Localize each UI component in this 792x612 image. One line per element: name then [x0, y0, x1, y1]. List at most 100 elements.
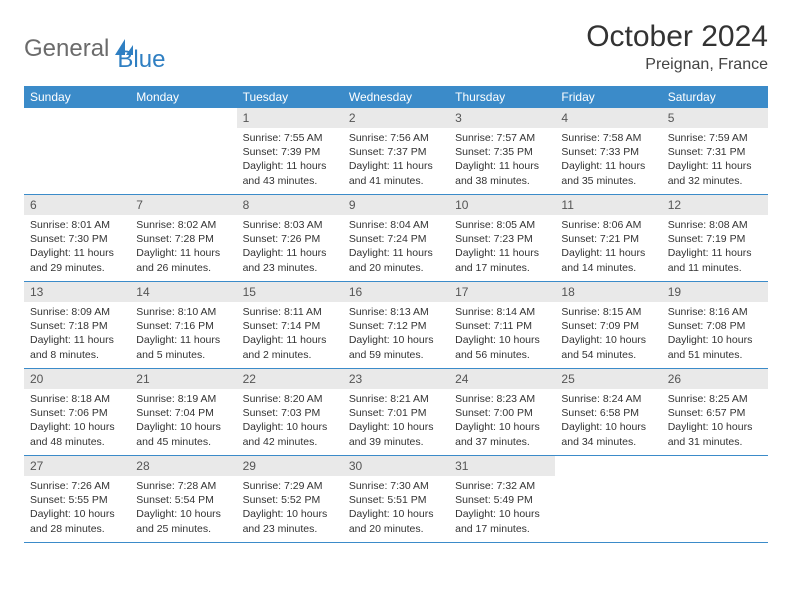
day-line: Daylight: 10 hours and 17 minutes.	[455, 507, 549, 535]
day-body: Sunrise: 8:15 AMSunset: 7:09 PMDaylight:…	[555, 302, 661, 366]
day-line: Sunset: 5:55 PM	[30, 493, 124, 507]
calendar-cell	[24, 108, 130, 195]
calendar-cell: 31Sunrise: 7:32 AMSunset: 5:49 PMDayligh…	[449, 456, 555, 543]
calendar-cell: 6Sunrise: 8:01 AMSunset: 7:30 PMDaylight…	[24, 195, 130, 282]
calendar-cell: 24Sunrise: 8:23 AMSunset: 7:00 PMDayligh…	[449, 369, 555, 456]
day-number: 23	[343, 369, 449, 389]
day-line: Daylight: 10 hours and 45 minutes.	[136, 420, 230, 448]
calendar-cell: 28Sunrise: 7:28 AMSunset: 5:54 PMDayligh…	[130, 456, 236, 543]
day-number: 20	[24, 369, 130, 389]
day-line: Daylight: 11 hours and 41 minutes.	[349, 159, 443, 187]
dayname-tue: Tuesday	[237, 86, 343, 108]
day-line: Daylight: 11 hours and 26 minutes.	[136, 246, 230, 274]
day-line: Sunset: 7:12 PM	[349, 319, 443, 333]
logo-text-general: General	[24, 35, 109, 63]
calendar-cell: 27Sunrise: 7:26 AMSunset: 5:55 PMDayligh…	[24, 456, 130, 543]
dayname-sun: Sunday	[24, 86, 130, 108]
day-number: 18	[555, 282, 661, 302]
day-number: 12	[662, 195, 768, 215]
day-body: Sunrise: 8:03 AMSunset: 7:26 PMDaylight:…	[237, 215, 343, 279]
day-line: Sunrise: 7:55 AM	[243, 131, 337, 145]
day-line: Sunrise: 8:21 AM	[349, 392, 443, 406]
day-line: Sunset: 7:03 PM	[243, 406, 337, 420]
calendar-cell: 30Sunrise: 7:30 AMSunset: 5:51 PMDayligh…	[343, 456, 449, 543]
logo-text-blue: Blue	[117, 46, 165, 74]
month-title: October 2024	[586, 20, 768, 54]
calendar-cell: 7Sunrise: 8:02 AMSunset: 7:28 PMDaylight…	[130, 195, 236, 282]
day-number: 1	[237, 108, 343, 128]
day-line: Daylight: 11 hours and 20 minutes.	[349, 246, 443, 274]
day-line: Sunset: 7:39 PM	[243, 145, 337, 159]
day-line: Daylight: 10 hours and 37 minutes.	[455, 420, 549, 448]
day-line: Sunrise: 7:56 AM	[349, 131, 443, 145]
day-line: Sunset: 7:31 PM	[668, 145, 762, 159]
day-line: Daylight: 10 hours and 42 minutes.	[243, 420, 337, 448]
day-line: Sunrise: 8:03 AM	[243, 218, 337, 232]
day-number: 22	[237, 369, 343, 389]
day-body: Sunrise: 7:29 AMSunset: 5:52 PMDaylight:…	[237, 476, 343, 540]
day-body: Sunrise: 7:56 AMSunset: 7:37 PMDaylight:…	[343, 128, 449, 192]
calendar-week: 6Sunrise: 8:01 AMSunset: 7:30 PMDaylight…	[24, 195, 768, 282]
day-body: Sunrise: 7:26 AMSunset: 5:55 PMDaylight:…	[24, 476, 130, 540]
day-line: Sunset: 7:30 PM	[30, 232, 124, 246]
day-line: Sunrise: 7:26 AM	[30, 479, 124, 493]
day-line: Daylight: 10 hours and 48 minutes.	[30, 420, 124, 448]
day-line: Daylight: 10 hours and 51 minutes.	[668, 333, 762, 361]
day-number: 17	[449, 282, 555, 302]
day-line: Daylight: 11 hours and 32 minutes.	[668, 159, 762, 187]
day-line: Sunrise: 7:29 AM	[243, 479, 337, 493]
dayname-fri: Friday	[555, 86, 661, 108]
day-line: Sunset: 7:11 PM	[455, 319, 549, 333]
day-body: Sunrise: 8:06 AMSunset: 7:21 PMDaylight:…	[555, 215, 661, 279]
day-line: Sunrise: 8:14 AM	[455, 305, 549, 319]
day-line: Sunset: 7:37 PM	[349, 145, 443, 159]
day-body: Sunrise: 8:02 AMSunset: 7:28 PMDaylight:…	[130, 215, 236, 279]
day-line: Sunrise: 8:18 AM	[30, 392, 124, 406]
day-body: Sunrise: 8:04 AMSunset: 7:24 PMDaylight:…	[343, 215, 449, 279]
calendar-cell: 5 Sunrise: 7:59 AMSunset: 7:31 PMDaylight…	[662, 108, 768, 195]
day-line: Sunrise: 8:19 AM	[136, 392, 230, 406]
dayname-wed: Wednesday	[343, 86, 449, 108]
day-number: 16	[343, 282, 449, 302]
day-line: Daylight: 10 hours and 28 minutes.	[30, 507, 124, 535]
day-body: Sunrise: 7:32 AMSunset: 5:49 PMDaylight:…	[449, 476, 555, 540]
day-line: Sunset: 7:18 PM	[30, 319, 124, 333]
title-block: October 2024 Preignan, France	[586, 20, 768, 74]
day-body: Sunrise: 8:19 AMSunset: 7:04 PMDaylight:…	[130, 389, 236, 453]
day-line: Sunrise: 8:01 AM	[30, 218, 124, 232]
day-body: Sunrise: 7:28 AMSunset: 5:54 PMDaylight:…	[130, 476, 236, 540]
day-line: Sunset: 7:06 PM	[30, 406, 124, 420]
dayname-row: Sunday Monday Tuesday Wednesday Thursday…	[24, 86, 768, 108]
day-line: Daylight: 11 hours and 17 minutes.	[455, 246, 549, 274]
day-body: Sunrise: 8:24 AMSunset: 6:58 PMDaylight:…	[555, 389, 661, 453]
day-number: 24	[449, 369, 555, 389]
day-line: Sunrise: 8:13 AM	[349, 305, 443, 319]
day-body: Sunrise: 8:11 AMSunset: 7:14 PMDaylight:…	[237, 302, 343, 366]
calendar-grid: Sunday Monday Tuesday Wednesday Thursday…	[24, 86, 768, 543]
day-line: Daylight: 10 hours and 23 minutes.	[243, 507, 337, 535]
day-line: Sunset: 7:28 PM	[136, 232, 230, 246]
dayname-sat: Saturday	[662, 86, 768, 108]
day-line: Daylight: 10 hours and 34 minutes.	[561, 420, 655, 448]
day-line: Sunrise: 7:59 AM	[668, 131, 762, 145]
calendar-cell: 13Sunrise: 8:09 AMSunset: 7:18 PMDayligh…	[24, 282, 130, 369]
day-line: Sunrise: 7:57 AM	[455, 131, 549, 145]
calendar-cell	[555, 456, 661, 543]
day-body: Sunrise: 8:01 AMSunset: 7:30 PMDaylight:…	[24, 215, 130, 279]
day-line: Sunrise: 8:09 AM	[30, 305, 124, 319]
calendar-cell: 21Sunrise: 8:19 AMSunset: 7:04 PMDayligh…	[130, 369, 236, 456]
day-line: Sunrise: 8:25 AM	[668, 392, 762, 406]
day-line: Sunset: 7:23 PM	[455, 232, 549, 246]
day-line: Sunrise: 8:10 AM	[136, 305, 230, 319]
calendar-cell: 20 Sunrise: 8:18 AMSunset: 7:06 PMDayligh…	[24, 369, 130, 456]
calendar-cell: 1Sunrise: 7:55 AMSunset: 7:39 PMDaylight…	[237, 108, 343, 195]
day-line: Sunset: 7:19 PM	[668, 232, 762, 246]
day-body: Sunrise: 8:08 AMSunset: 7:19 PMDaylight:…	[662, 215, 768, 279]
day-number: 5	[662, 108, 768, 128]
calendar-cell: 12Sunrise: 8:08 AMSunset: 7:19 PMDayligh…	[662, 195, 768, 282]
day-body: Sunrise: 8:09 AMSunset: 7:18 PMDaylight:…	[24, 302, 130, 366]
day-line: Sunset: 5:54 PM	[136, 493, 230, 507]
day-line: Sunset: 7:24 PM	[349, 232, 443, 246]
day-line: Sunset: 7:16 PM	[136, 319, 230, 333]
day-number: 4	[555, 108, 661, 128]
